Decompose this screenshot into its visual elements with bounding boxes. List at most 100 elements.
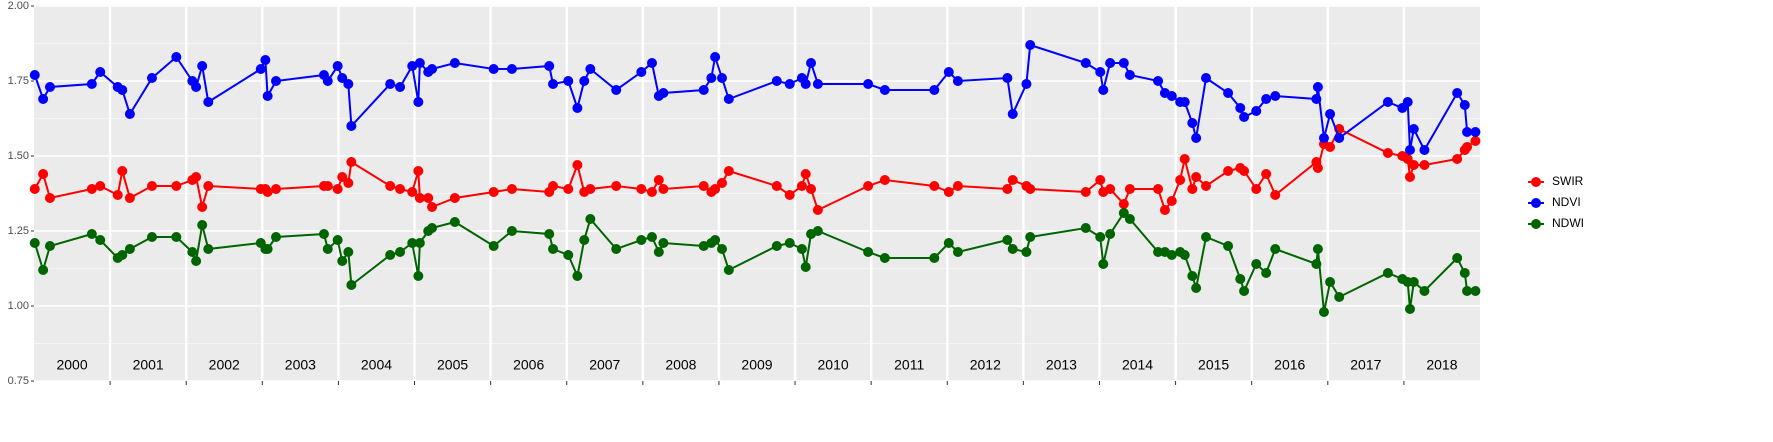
data-point [800,262,811,272]
data-point [343,247,354,257]
data-point [271,76,282,86]
data-point [1166,196,1177,206]
data-point [343,178,354,188]
data-point [1239,166,1250,176]
data-point [203,181,214,191]
data-point [658,88,669,98]
data-point [449,217,460,227]
data-point [1153,247,1164,257]
data-point [572,271,583,281]
data-point [191,256,202,266]
data-point [1459,100,1470,110]
data-point [1002,73,1013,83]
year-label: 2009 [741,357,772,373]
data-point [1080,223,1091,233]
data-point [800,169,811,179]
data-point [563,76,574,86]
data-point [506,226,517,236]
data-point [929,253,940,263]
data-point [796,244,807,254]
data-point [1021,247,1032,257]
data-point [262,244,273,254]
data-point [879,85,890,95]
data-point [943,238,954,248]
data-point [1191,172,1202,182]
data-point [1025,232,1036,242]
data-point [1025,184,1036,194]
data-point [318,229,329,239]
year-label: 2006 [513,357,544,373]
series [29,208,1481,317]
data-point [29,184,40,194]
data-point [191,82,202,92]
data-point [124,109,135,119]
year-label: 2005 [437,357,468,373]
data-point [1312,244,1323,254]
data-point [187,247,198,257]
data-point [1325,109,1336,119]
data-point [646,187,657,197]
data-point [1166,91,1177,101]
data-point [879,253,890,263]
data-point [1318,307,1329,317]
data-point [653,247,664,257]
data-point [563,184,574,194]
year-label: 2008 [665,357,696,373]
data-point [806,58,817,68]
series-line [33,211,1476,313]
data-point [171,232,182,242]
data-point [548,181,559,191]
data-point [413,97,424,107]
year-label: 2002 [209,357,240,373]
data-point [1187,184,1198,194]
data-point [197,202,208,212]
data-point [636,67,647,77]
data-point [86,184,97,194]
data-point [1251,106,1262,116]
data-point [1201,73,1212,83]
data-point [44,241,55,251]
data-point [771,241,782,251]
data-point [322,181,333,191]
data-point [262,91,273,101]
data-point [427,64,438,74]
data-point [1419,145,1430,155]
data-point [723,265,734,275]
data-point [1270,244,1281,254]
data-point [1239,286,1250,296]
series [29,124,1481,215]
year-label: 2003 [285,357,316,373]
legend-label: NDVI [1552,195,1581,209]
data-point [271,184,282,194]
data-point [255,64,266,74]
data-point [171,181,182,191]
data-point [771,76,782,86]
data-point [385,79,396,89]
data-point [698,181,709,191]
data-point [943,187,954,197]
data-point [1153,76,1164,86]
data-point [117,250,128,260]
data-point [95,181,106,191]
data-point [943,67,954,77]
data-point [337,256,348,266]
data-point [1105,58,1116,68]
data-point [395,247,406,257]
data-point [262,187,273,197]
data-point [1325,142,1336,152]
data-point [1312,163,1323,173]
data-point [1021,79,1032,89]
data-point [563,250,574,260]
year-label: 2015 [1198,357,1229,373]
data-point [146,73,157,83]
data-point [488,187,499,197]
data-point [585,184,596,194]
year-label: 2012 [970,357,1001,373]
data-point [863,79,874,89]
year-label: 2018 [1426,357,1457,373]
legend-label: SWIR [1552,174,1584,188]
data-point [1270,91,1281,101]
data-point [322,244,333,254]
data-point [1261,94,1272,104]
